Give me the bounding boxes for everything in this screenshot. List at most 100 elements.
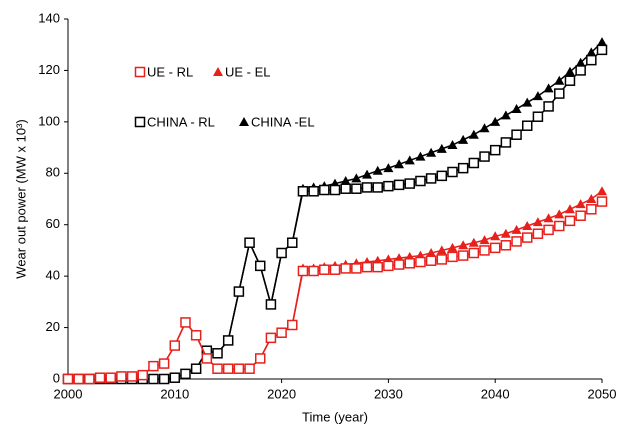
marker	[596, 44, 608, 56]
marker	[308, 265, 319, 277]
y-tick-label: 60	[46, 216, 60, 231]
marker	[500, 110, 511, 120]
y-tick-label: 120	[38, 62, 60, 77]
legend-item: CHINA -EL	[239, 114, 315, 129]
marker	[586, 54, 597, 66]
marker	[468, 247, 480, 259]
marker	[532, 217, 543, 227]
marker	[575, 65, 586, 76]
marker	[564, 75, 576, 86]
marker	[575, 57, 586, 67]
marker	[158, 358, 170, 369]
marker	[105, 372, 116, 383]
marker	[383, 163, 394, 173]
series	[63, 37, 607, 383]
marker	[543, 83, 554, 93]
marker	[543, 213, 554, 223]
marker	[458, 134, 469, 144]
marker	[319, 184, 330, 196]
marker	[404, 155, 415, 165]
marker	[62, 373, 74, 385]
marker	[490, 116, 501, 126]
series	[62, 44, 608, 385]
legend-label: UE - EL	[225, 64, 271, 79]
marker	[597, 186, 607, 196]
marker	[554, 220, 565, 232]
marker	[148, 373, 159, 385]
marker	[340, 176, 351, 185]
legend-item: CHINA - RL	[134, 114, 215, 129]
x-tick-label: 2010	[160, 386, 189, 401]
marker	[287, 237, 298, 248]
marker	[308, 186, 319, 197]
x-tick-label: 2030	[374, 386, 403, 401]
marker	[447, 242, 458, 252]
marker	[190, 363, 202, 374]
x-tick-label: 2000	[54, 386, 83, 401]
marker	[426, 248, 437, 257]
y-tick-label: 100	[38, 113, 60, 128]
marker	[586, 204, 597, 215]
marker	[468, 237, 479, 247]
marker	[554, 75, 565, 85]
marker	[265, 299, 277, 310]
marker	[233, 363, 245, 374]
legend-item: UE - EL	[213, 64, 271, 79]
marker	[201, 353, 213, 364]
marker	[148, 360, 159, 372]
marker	[351, 173, 362, 183]
marker	[479, 151, 490, 162]
y-tick-label: 80	[46, 165, 60, 180]
marker	[511, 236, 522, 247]
marker	[276, 327, 287, 338]
marker	[436, 143, 447, 153]
x-axis-label: Time (year)	[302, 409, 368, 424]
marker	[500, 228, 511, 238]
marker	[84, 373, 95, 385]
marker	[564, 215, 576, 227]
marker	[575, 210, 586, 221]
marker	[126, 371, 138, 382]
marker	[426, 147, 437, 157]
marker	[543, 101, 554, 112]
marker	[244, 237, 255, 248]
marker	[490, 231, 501, 241]
marker	[180, 368, 191, 380]
marker	[276, 247, 287, 259]
marker	[361, 261, 373, 273]
marker	[489, 242, 501, 254]
marker	[447, 166, 458, 178]
marker	[500, 137, 512, 148]
marker	[372, 182, 383, 193]
marker	[532, 111, 544, 122]
marker	[233, 286, 245, 297]
marker	[522, 221, 533, 230]
y-axis-label: Wear out power (MW x 10³)	[13, 119, 28, 278]
marker	[586, 47, 597, 57]
marker	[297, 265, 309, 277]
marker	[393, 179, 405, 191]
marker	[169, 372, 181, 383]
marker	[532, 91, 543, 101]
marker	[222, 335, 234, 346]
marker	[479, 123, 490, 133]
marker	[479, 235, 490, 245]
marker	[372, 261, 383, 273]
marker	[404, 178, 416, 189]
marker	[575, 199, 586, 209]
marker	[213, 67, 223, 76]
marker	[457, 250, 469, 261]
marker	[489, 144, 501, 156]
marker	[383, 260, 394, 272]
line	[68, 190, 603, 380]
marker	[404, 258, 416, 269]
marker	[94, 372, 106, 383]
marker	[415, 175, 426, 187]
marker	[425, 255, 437, 266]
marker	[597, 37, 607, 47]
marker	[254, 260, 266, 272]
marker	[511, 224, 522, 234]
marker	[222, 363, 234, 374]
